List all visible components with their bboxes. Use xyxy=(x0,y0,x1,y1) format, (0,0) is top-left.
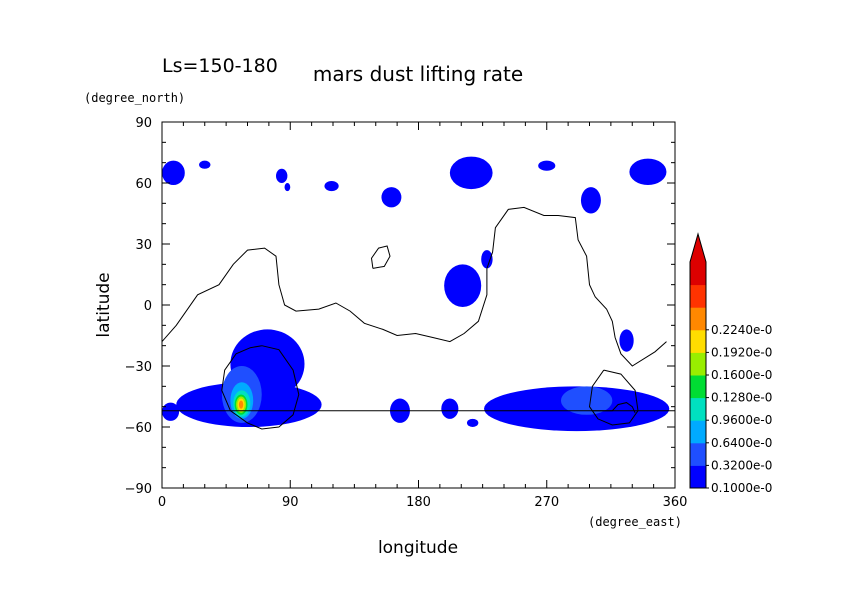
colorbar-label: 0.2240e-0 xyxy=(711,323,772,337)
colorbar-segment xyxy=(690,465,706,489)
dust-region-8 xyxy=(580,187,601,214)
colorbar-segment xyxy=(690,284,706,308)
colorbar: 0.1000e-0 0.3200e-0 0.6400e-0 0.9600e-0 0.12… xyxy=(689,232,772,495)
dust-region-0 xyxy=(162,160,185,186)
dust-region-4 xyxy=(324,180,339,192)
colorbar-segment xyxy=(690,375,706,399)
x-axis-unit: (degree_east) xyxy=(588,515,682,529)
colorbar-segment xyxy=(690,329,706,353)
x-tick-label: 270 xyxy=(534,495,559,510)
colorbar-label: 0.1600e-0 xyxy=(711,368,772,382)
contour-line-0 xyxy=(162,206,667,367)
dust-regions xyxy=(162,156,670,432)
colorbar-segment xyxy=(690,262,706,286)
dust-region-27 xyxy=(238,400,244,409)
x-tick-label: 0 xyxy=(158,495,166,510)
dust-region-10 xyxy=(444,264,482,308)
colorbar-segment xyxy=(690,442,706,466)
contour-line-3 xyxy=(221,345,300,430)
colorbar-label: 0.1000e-0 xyxy=(711,481,772,495)
x-axis-label: longitude xyxy=(378,538,458,558)
chart-subtitle: Ls=150-180 xyxy=(162,55,278,77)
y-tick-label: −30 xyxy=(125,360,152,375)
x-tick-label: 90 xyxy=(282,495,299,510)
dust-region-2 xyxy=(276,168,288,183)
contour-line-5 xyxy=(592,402,636,414)
colorbar-label: 0.1280e-0 xyxy=(711,391,772,405)
colorbar-segment xyxy=(690,352,706,376)
contour-lines xyxy=(162,206,675,430)
axis-ticks: 0 90 180 270 360 90 60 30 0 −30 −60 −90 xyxy=(125,116,688,510)
dust-region-9 xyxy=(629,158,667,186)
dust-region-17 xyxy=(441,398,459,419)
dust-region-6 xyxy=(449,156,493,190)
x-tick-label: 180 xyxy=(406,495,431,510)
dust-region-18 xyxy=(466,418,479,427)
dust-region-1 xyxy=(199,160,211,169)
colorbar-label: 0.9600e-0 xyxy=(711,413,772,427)
y-tick-label: −60 xyxy=(125,421,152,436)
chart-title: mars dust lifting rate xyxy=(313,62,523,86)
contour-line-4 xyxy=(588,369,639,426)
colorbar-label: 0.1920e-0 xyxy=(711,345,772,359)
colorbar-label: 0.6400e-0 xyxy=(711,436,772,450)
dust-region-13 xyxy=(162,402,180,421)
dust-region-20 xyxy=(561,386,613,415)
y-tick-label: 90 xyxy=(135,116,152,131)
colorbar-segment xyxy=(690,397,706,421)
y-axis-unit: (degree_north) xyxy=(84,91,185,105)
contour-line-1 xyxy=(370,245,391,269)
y-tick-label: 30 xyxy=(135,238,152,253)
colorbar-segment xyxy=(690,420,706,444)
colorbar-segment xyxy=(690,307,706,331)
colorbar-extend-arrow xyxy=(690,234,706,262)
dust-region-12 xyxy=(619,329,634,352)
colorbar-frame xyxy=(689,232,707,489)
x-tick-label: 360 xyxy=(663,495,688,510)
dust-region-7 xyxy=(538,160,556,171)
dust-region-11 xyxy=(481,250,493,269)
colorbar-label: 0.3200e-0 xyxy=(711,458,772,472)
y-tick-label: −90 xyxy=(125,482,152,497)
plot-frame xyxy=(161,121,676,489)
dust-region-3 xyxy=(284,183,291,192)
y-axis-label: latitude xyxy=(94,272,114,337)
dust-region-5 xyxy=(381,187,402,208)
y-tick-label: 0 xyxy=(144,299,152,314)
y-tick-label: 60 xyxy=(135,177,152,192)
